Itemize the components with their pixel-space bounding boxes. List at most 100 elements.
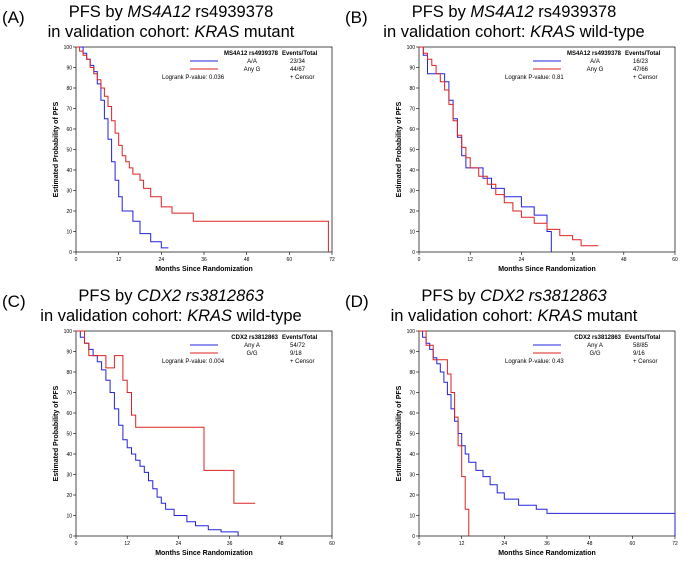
legend-events-total: 9/18 (290, 351, 302, 357)
km-plot: 0 10 20 30 40 50 60 70 80 90 100 0 12 24 36 48 60 Months … (396, 45, 678, 273)
x-tick-label: 12 (124, 541, 130, 547)
x-axis-label: Months Since Randomization (155, 550, 253, 557)
y-tick-label: 90 (66, 65, 72, 71)
chart-subtitle: in validation cohort: KRAS mutant (390, 307, 638, 325)
y-tick-label: 100 (407, 329, 416, 335)
y-tick-label: 50 (66, 147, 72, 153)
x-tick-label: 48 (621, 257, 627, 263)
km-plot: 0 10 20 30 40 50 60 70 80 90 100 0 12 24 36 48 60 Months … (53, 329, 335, 557)
y-tick-label: 20 (409, 493, 415, 499)
y-tick-label: 90 (409, 349, 415, 355)
x-tick-label: 0 (75, 257, 78, 263)
x-axis-label: Months Since Randomization (498, 550, 596, 557)
y-tick-label: 40 (66, 168, 72, 174)
y-tick-label: 50 (409, 147, 415, 153)
y-tick-label: 40 (409, 168, 415, 174)
y-tick-label: 20 (66, 493, 72, 499)
km-curve-2 (419, 46, 599, 247)
panel-label: (A) (2, 8, 25, 27)
x-tick-label: 0 (75, 541, 78, 547)
y-tick-label: 0 (69, 534, 72, 540)
y-tick-label: 10 (66, 229, 72, 235)
legend-censor: + Censor (633, 359, 658, 365)
y-tick-label: 90 (66, 349, 72, 355)
panel-label: (C) (2, 292, 26, 311)
legend-pvalue: Logrank P-value: 0.004 (162, 359, 225, 365)
legend-censor: + Censor (633, 75, 658, 81)
x-tick-label: 36 (544, 541, 550, 547)
y-tick-label: 70 (66, 390, 72, 396)
legend-events-total: 23/34 (290, 59, 306, 65)
legend-series-name: A/A (590, 59, 600, 65)
y-tick-label: 100 (64, 329, 73, 335)
legend-pvalue: Logrank P-value: 0.81 (505, 75, 564, 81)
x-tick-label: 24 (502, 541, 508, 547)
legend-pvalue: Logrank P-value: 0.036 (162, 75, 225, 81)
legend-censor: + Censor (290, 75, 315, 81)
x-tick-label: 72 (672, 541, 678, 547)
chart-title: PFS by CDX2 rs3812863 (78, 287, 264, 305)
y-tick-label: 60 (66, 127, 72, 133)
y-tick-label: 100 (407, 45, 416, 51)
legend-events-header: Events/Total (625, 51, 661, 57)
y-tick-label: 10 (409, 513, 415, 519)
y-tick-label: 80 (409, 86, 415, 92)
y-tick-label: 80 (66, 370, 72, 376)
panel-label: (B) (345, 8, 368, 27)
x-tick-label: 60 (630, 541, 636, 547)
y-tick-label: 10 (66, 513, 72, 519)
panel-d: (D) PFS by CDX2 rs3812863 in validation … (343, 284, 685, 568)
legend-series-name: Any G (587, 67, 604, 73)
y-axis-label: Estimated Probability of PFS (396, 385, 403, 481)
y-tick-label: 50 (409, 431, 415, 437)
legend-events-header: Events/Total (282, 335, 318, 341)
y-tick-label: 0 (412, 534, 415, 540)
legend-series-name: G/G (589, 351, 600, 357)
legend-header: CDX2 rs3812863 (231, 335, 278, 341)
legend-censor: + Censor (290, 359, 315, 365)
x-tick-label: 72 (329, 257, 335, 263)
legend-header: MS4A12 rs4939378 (224, 51, 279, 57)
legend-header: MS4A12 rs4939378 (567, 51, 622, 57)
y-tick-label: 80 (66, 86, 72, 92)
y-tick-label: 40 (409, 452, 415, 458)
km-curve-2 (419, 330, 470, 536)
y-axis-label: Estimated Probability of PFS (53, 385, 60, 481)
legend-events-total: 47/66 (633, 67, 649, 73)
x-tick-label: 60 (672, 257, 678, 263)
legend-events-total: 9/16 (633, 351, 645, 357)
y-tick-label: 100 (64, 45, 73, 51)
chart-title: PFS by MS4A12 rs4939378 (411, 3, 617, 21)
y-tick-label: 40 (66, 452, 72, 458)
x-tick-label: 48 (278, 541, 284, 547)
y-tick-label: 50 (66, 431, 72, 437)
km-plot: 0 10 20 30 40 50 60 70 80 90 100 0 12 24 36 48 60 72 Month… (53, 45, 335, 273)
y-tick-label: 80 (409, 370, 415, 376)
x-tick-label: 60 (329, 541, 335, 547)
y-tick-label: 70 (409, 106, 415, 112)
chart-subtitle: in validation cohort: KRAS mutant (47, 23, 295, 41)
y-tick-label: 60 (409, 127, 415, 133)
y-tick-label: 20 (66, 209, 72, 215)
x-tick-label: 48 (244, 257, 250, 263)
x-tick-label: 36 (570, 257, 576, 263)
y-axis-label: Estimated Probability of PFS (396, 101, 403, 197)
y-tick-label: 70 (409, 390, 415, 396)
km-curve-2 (76, 46, 329, 252)
y-tick-label: 60 (409, 411, 415, 417)
y-tick-label: 90 (409, 65, 415, 71)
legend-events-header: Events/Total (625, 335, 661, 341)
legend-events-header: Events/Total (282, 51, 318, 57)
x-tick-label: 48 (587, 541, 593, 547)
panel-c: (C) PFS by CDX2 rs3812863 in validation … (0, 284, 342, 568)
y-tick-label: 60 (66, 411, 72, 417)
x-tick-label: 12 (459, 541, 465, 547)
legend-pvalue: Logrank P-value: 0.43 (505, 359, 564, 365)
x-tick-label: 36 (227, 541, 233, 547)
y-tick-label: 0 (412, 250, 415, 256)
x-tick-label: 0 (418, 257, 421, 263)
x-tick-label: 36 (201, 257, 207, 263)
panel-label: (D) (345, 292, 369, 311)
x-tick-label: 24 (519, 257, 525, 263)
x-axis-label: Months Since Randomization (155, 266, 253, 273)
